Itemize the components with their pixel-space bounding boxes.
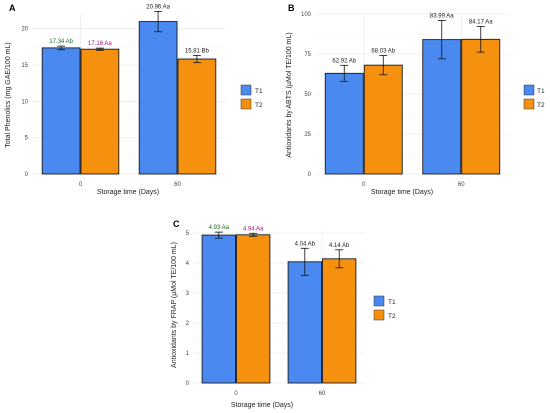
panel-c-ytick-label: 1 <box>186 351 190 357</box>
panel-a-data-label-t1-0: 17.34 Ab <box>49 39 73 45</box>
panel-a-legend-t1-label: T1 <box>255 88 263 95</box>
panel-c-bar-t2-60 <box>322 258 357 384</box>
panel-a-ytick-label: 20 <box>21 27 28 33</box>
panel-a-bar-t2-60 <box>177 58 217 175</box>
panel-b-bar-t2-60 <box>461 38 501 175</box>
panel-a-bar-t1-0 <box>41 47 81 175</box>
panel-c-ytick-label: 0 <box>186 381 190 387</box>
panel-a-xlabel: Storage time (Days) <box>97 189 159 196</box>
panel-c-data-label-t1-60: 4.04 Ab <box>295 241 316 247</box>
panel-c-legend-t2-label: T2 <box>388 313 396 320</box>
panel-a-ytick-label: 10 <box>21 99 28 105</box>
panel-c-ylabel: Antioxidants by FRAP (µMol TE/100 mL) <box>171 242 178 368</box>
panel-b-data-label-t2-0: 68.03 Ab <box>371 49 395 55</box>
panel-a-bar-t2-0 <box>80 48 120 175</box>
panel-b-data-label-t2-60: 84.17 Aa <box>469 20 493 26</box>
panel-a-data-label-t2-60: 15.81 Bb <box>185 48 210 54</box>
panel-c-legend-t2-swatch <box>373 309 385 321</box>
panel-a-xtick-label: 60 <box>174 182 181 188</box>
panel-b-ytick-label: 50 <box>304 92 311 98</box>
panel-b-bar-t1-0 <box>324 72 364 175</box>
panel-b-letter: B <box>288 3 295 13</box>
panel-b-bar-t1-60 <box>422 39 462 175</box>
panel-c-legend-t1-label: T1 <box>388 299 396 306</box>
panel-b-legend-t2-swatch <box>523 98 535 110</box>
panel-a-legend-t1-swatch <box>240 84 252 96</box>
panel-a-legend-t2-swatch <box>240 98 252 110</box>
panel-b-ytick-label: 0 <box>308 172 312 178</box>
panel-b-legend-t1-swatch <box>523 84 535 96</box>
panel-b-legend: T1 T2 <box>523 84 545 110</box>
panel-c-bar-t1-0 <box>201 234 236 384</box>
panel-c-plot: 0 1 2 3 4 5 0 60 4.93 Aa 4.94 Aa 4.04 Ab 4.14 Ab <box>186 225 365 397</box>
panel-c-letter: C <box>173 219 180 229</box>
panel-b-bar-t2-0 <box>363 64 403 175</box>
panel-b-data-label-t1-0: 62.92 Ab <box>332 58 356 64</box>
panel-b-xtick-label: 0 <box>362 182 366 188</box>
panel-a: A 0 5 10 15 20 0 60 17.34 Ab 17.16 Aa 20.96 Aa 15.… <box>5 3 263 196</box>
panel-b-xtick-label: 60 <box>458 182 465 188</box>
panel-b-ylabel: Antioxidants by ABTS (µMol TE/100 mL) <box>286 32 293 157</box>
panel-a-ytick-label: 15 <box>21 63 28 69</box>
panel-c-ytick-label: 2 <box>186 321 190 327</box>
panel-c-ytick-label: 5 <box>186 231 190 237</box>
panel-a-letter: A <box>9 3 16 13</box>
panel-a-xtick-label: 0 <box>79 182 83 188</box>
panel-c-legend-t1-swatch <box>373 295 385 307</box>
panel-b-ytick-label: 75 <box>304 52 311 58</box>
panel-a-ytick-label: 0 <box>25 172 29 178</box>
panel-a-data-label-t1-60: 20.96 Aa <box>146 4 170 10</box>
panel-b-xlabel: Storage time (Days) <box>371 189 433 196</box>
panel-c-ytick-label: 3 <box>186 291 190 297</box>
panel-b-data-label-t1-60: 83.99 Aa <box>430 13 454 19</box>
panel-b-ytick-label: 25 <box>304 132 311 138</box>
panel-a-ytick-label: 5 <box>25 136 29 142</box>
panel-a-legend-t2-label: T2 <box>255 102 263 109</box>
panel-c-xlabel: Storage time (Days) <box>231 402 293 409</box>
panel-a-ylabel: Total Phenolics (mg GAE/100 mL) <box>5 42 12 147</box>
panel-c-ytick-label: 4 <box>186 261 190 267</box>
panel-c-bar-t2-0 <box>236 234 271 384</box>
panel-c-legend: T1 T2 <box>373 295 396 321</box>
panel-c-data-label-t2-60: 4.14 Ab <box>329 243 350 249</box>
panel-a-legend: T1 T2 <box>240 84 263 110</box>
panel-c-data-label-t2-0: 4.94 Aa <box>243 226 264 232</box>
panel-a-plot: 0 5 10 15 20 0 60 17.34 Ab 17.16 Aa 20.96 Aa 15.81… <box>21 4 226 188</box>
panel-c-xtick-label: 0 <box>234 391 238 397</box>
panel-b-legend-t1-label: T1 <box>537 88 545 95</box>
panel-c-xtick-label: 60 <box>319 391 326 397</box>
panel-c-data-label-t1-0: 4.93 Aa <box>209 225 230 231</box>
panel-b-legend-t2-label: T2 <box>537 102 545 109</box>
panel-b-ytick-label: 100 <box>301 12 312 18</box>
panel-c-bar-t1-60 <box>287 261 322 384</box>
panel-a-data-label-t2-0: 17.16 Aa <box>88 41 112 47</box>
panel-b: B 0 25 50 75 100 0 60 62.92 Ab 68.03 Ab 83.99 Aa 8… <box>286 3 545 196</box>
panel-b-plot: 0 25 50 75 100 0 60 62.92 Ab 68.03 Ab 83.99 Aa 84.… <box>301 12 510 188</box>
panel-a-bar-t1-60 <box>138 21 178 175</box>
